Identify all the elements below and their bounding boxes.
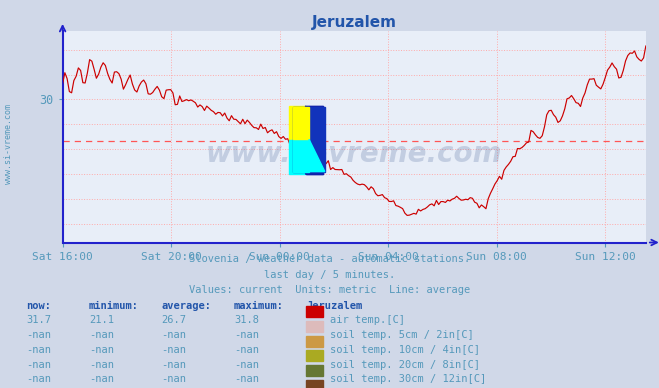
Polygon shape	[306, 106, 322, 174]
Text: -nan: -nan	[234, 360, 259, 370]
Text: www.si-vreme.com: www.si-vreme.com	[206, 140, 502, 168]
Text: soil temp. 10cm / 4in[C]: soil temp. 10cm / 4in[C]	[330, 345, 480, 355]
Text: -nan: -nan	[234, 345, 259, 355]
Text: 26.7: 26.7	[161, 315, 186, 326]
Text: -nan: -nan	[234, 374, 259, 385]
Bar	[293, 107, 309, 139]
Bar	[289, 106, 306, 140]
Text: now:: now:	[26, 301, 51, 311]
Text: -nan: -nan	[26, 330, 51, 340]
Text: Values: current  Units: metric  Line: average: Values: current Units: metric Line: aver…	[189, 285, 470, 295]
Text: -nan: -nan	[234, 330, 259, 340]
Text: air temp.[C]: air temp.[C]	[330, 315, 405, 326]
Text: 31.7: 31.7	[26, 315, 51, 326]
Text: 31.8: 31.8	[234, 315, 259, 326]
Text: -nan: -nan	[89, 360, 114, 370]
Text: -nan: -nan	[89, 374, 114, 385]
Text: Slovenia / weather data - automatic stations.: Slovenia / weather data - automatic stat…	[189, 254, 470, 264]
Text: -nan: -nan	[26, 345, 51, 355]
Text: average:: average:	[161, 301, 212, 311]
Text: www.si-vreme.com: www.si-vreme.com	[4, 104, 13, 184]
Bar	[293, 107, 325, 171]
Text: soil temp. 5cm / 2in[C]: soil temp. 5cm / 2in[C]	[330, 330, 473, 340]
Text: -nan: -nan	[89, 345, 114, 355]
Text: soil temp. 20cm / 8in[C]: soil temp. 20cm / 8in[C]	[330, 360, 480, 370]
Title: Jeruzalem: Jeruzalem	[312, 15, 397, 30]
Text: -nan: -nan	[26, 374, 51, 385]
Text: -nan: -nan	[161, 374, 186, 385]
Polygon shape	[309, 139, 325, 171]
Text: -nan: -nan	[161, 330, 186, 340]
Bar	[293, 139, 309, 171]
Text: last day / 5 minutes.: last day / 5 minutes.	[264, 270, 395, 280]
Text: maximum:: maximum:	[234, 301, 284, 311]
Text: soil temp. 30cm / 12in[C]: soil temp. 30cm / 12in[C]	[330, 374, 486, 385]
Polygon shape	[306, 106, 322, 174]
Text: -nan: -nan	[26, 360, 51, 370]
Text: Jeruzalem: Jeruzalem	[306, 301, 362, 311]
Text: minimum:: minimum:	[89, 301, 139, 311]
Text: -nan: -nan	[161, 345, 186, 355]
Text: -nan: -nan	[161, 360, 186, 370]
Text: -nan: -nan	[89, 330, 114, 340]
Bar	[289, 140, 306, 174]
Text: 21.1: 21.1	[89, 315, 114, 326]
